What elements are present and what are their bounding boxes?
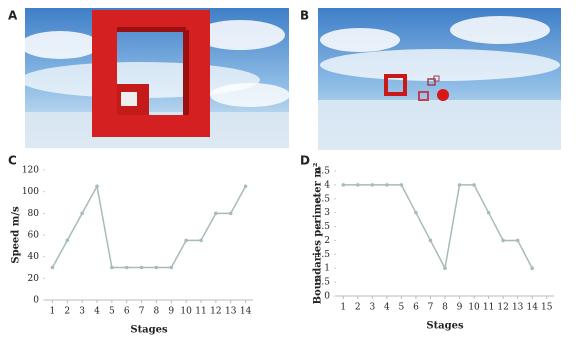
data-point	[154, 265, 159, 270]
x-tick-label: 9	[457, 303, 463, 313]
x-tick-label: 11	[195, 307, 206, 317]
x-tick-label: 9	[168, 307, 174, 317]
data-point	[228, 211, 233, 216]
y-tick-label: 3	[324, 208, 330, 218]
y-tick-label: 120	[22, 166, 39, 176]
data-point	[124, 265, 129, 270]
x-tick-label: 13	[512, 303, 524, 313]
panel-label: C	[8, 154, 17, 168]
x-tick-label: 11	[483, 303, 494, 313]
y-tick-label: 60	[28, 231, 40, 241]
y-tick-label: 80	[28, 209, 40, 219]
panel-b-image	[318, 8, 561, 150]
x-tick-label: 12	[497, 303, 508, 313]
y-tick-label: 2.5	[316, 222, 331, 232]
data-point	[184, 238, 188, 243]
data-point	[443, 266, 447, 271]
x-tick-label: 10	[468, 303, 480, 313]
y-tick-label: 4.5	[316, 167, 331, 177]
data-point	[95, 184, 99, 189]
x-tick-label: 4	[94, 307, 100, 317]
x-tick-label: 7	[428, 303, 434, 313]
data-line	[51, 184, 247, 269]
x-tick-label: 3	[369, 303, 375, 313]
x-tick-label: 4	[384, 303, 390, 313]
x-tick-label: 6	[124, 307, 130, 317]
y-tick-label: 20	[28, 274, 40, 284]
x-tick-label: 8	[154, 307, 160, 317]
x-axis-title: Stages	[426, 321, 464, 332]
x-tick-label: 13	[225, 307, 237, 317]
data-point	[515, 238, 520, 243]
data-point	[486, 210, 491, 215]
x-tick-label: 15	[541, 303, 553, 313]
x-tick-label: 8	[442, 303, 448, 313]
panel-a-image	[20, 8, 290, 148]
data-point	[341, 183, 346, 187]
y-tick-label: 0.5	[316, 278, 331, 288]
data-point	[356, 183, 360, 187]
y-axis-title: Boundaries perimeter m²	[313, 163, 324, 305]
y-tick-label: 0	[33, 296, 39, 306]
data-point	[530, 266, 534, 271]
data-point	[428, 238, 433, 243]
x-tick-label: 12	[210, 307, 221, 317]
x-tick-label: 3	[79, 307, 85, 317]
x-tick-label: 1	[50, 307, 56, 317]
panel-label: A	[8, 9, 18, 23]
panel-label: D	[300, 154, 310, 168]
x-tick-label: 10	[180, 307, 192, 317]
x-tick-label: 1	[340, 303, 346, 313]
data-point	[472, 183, 476, 187]
data-point	[199, 238, 203, 243]
panel-label: B	[300, 9, 309, 23]
data-point	[214, 211, 218, 216]
x-tick-label: 7	[139, 307, 145, 317]
y-tick-label: 2	[324, 236, 330, 246]
x-tick-label: 2	[355, 303, 361, 313]
x-tick-label: 14	[240, 307, 252, 317]
data-point	[169, 265, 174, 270]
data-point	[65, 238, 70, 243]
data-point	[385, 183, 389, 187]
x-tick-label: 6	[413, 303, 419, 313]
data-point	[399, 183, 404, 187]
data-point	[370, 183, 375, 187]
y-axis-title: Speed m/s	[11, 206, 22, 264]
data-line	[343, 184, 533, 271]
x-tick-label: 14	[526, 303, 538, 313]
data-point	[50, 265, 55, 270]
data-point	[110, 265, 114, 270]
x-tick-label: 5	[399, 303, 405, 313]
y-tick-label: 1	[324, 264, 330, 274]
data-point	[139, 265, 144, 270]
y-tick-label: 40	[28, 252, 40, 262]
y-tick-label: 3.5	[316, 194, 331, 204]
x-tick-label: 2	[64, 307, 70, 317]
x-axis-title: Stages	[130, 325, 168, 336]
data-point	[414, 210, 418, 215]
data-point	[501, 238, 505, 243]
y-tick-label: 100	[22, 187, 39, 197]
data-point	[80, 211, 84, 216]
y-tick-label: 0	[324, 292, 330, 302]
data-point	[243, 184, 248, 189]
x-tick-label: 5	[109, 307, 115, 317]
y-tick-label: 1.5	[316, 250, 331, 260]
data-point	[457, 183, 462, 187]
y-tick-label: 4	[324, 180, 330, 190]
